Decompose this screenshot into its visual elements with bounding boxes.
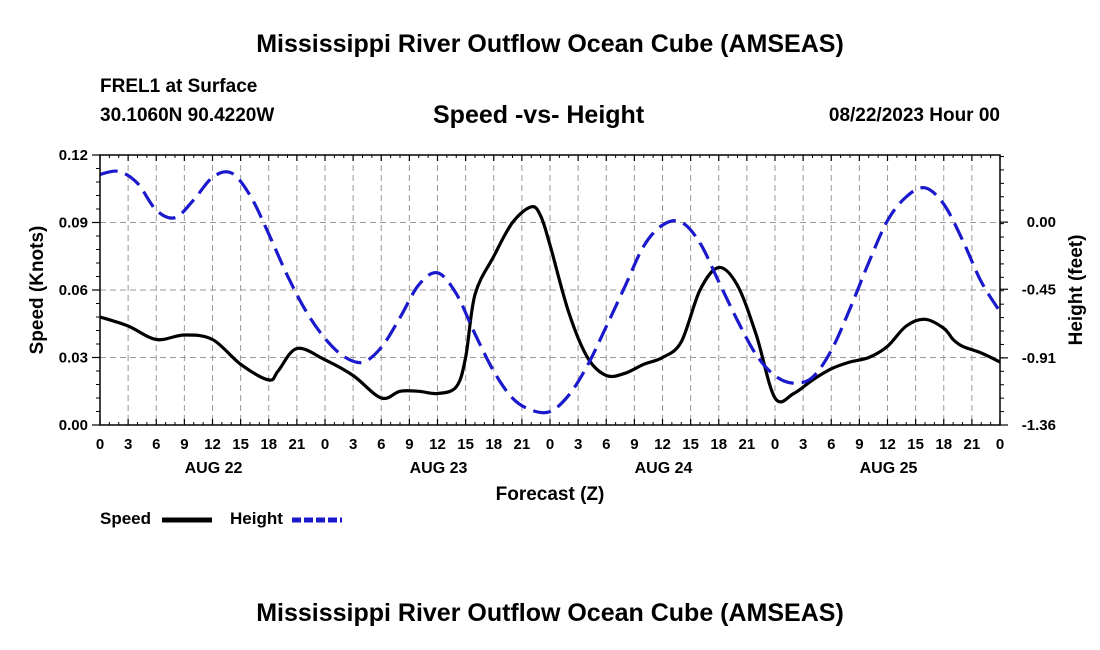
day-label: AUG 25	[860, 460, 918, 477]
day-label: AUG 22	[185, 460, 243, 477]
footer-title: Mississippi River Outflow Ocean Cube (AM…	[256, 599, 844, 627]
legend-height-label: Height	[230, 509, 283, 528]
y2-axis-label: Height (feet)	[1066, 235, 1087, 346]
x-tick-label: 15	[907, 436, 924, 453]
x-tick-label: 12	[429, 436, 446, 453]
x-tick-label: 9	[855, 436, 863, 453]
x-tick-label: 12	[654, 436, 671, 453]
x-tick-label: 15	[457, 436, 474, 453]
y-tick-label: 0.00	[59, 417, 88, 434]
y-tick-label: 0.09	[59, 215, 88, 232]
series-layer	[99, 169, 1002, 415]
x-tick-label: 21	[289, 436, 306, 453]
y2-tick-label: -0.91	[1022, 350, 1056, 367]
y-tick-label: 0.06	[59, 282, 88, 299]
chart-subtitle: Speed -vs- Height	[433, 101, 645, 129]
x-tick-label: 18	[485, 436, 502, 453]
x-tick-label: 18	[935, 436, 952, 453]
forecast-datetime: 08/22/2023 Hour 00	[828, 105, 1000, 126]
x-tick-label: 12	[204, 436, 221, 453]
x-tick-label: 9	[180, 436, 188, 453]
y2-tick-label: -1.36	[1022, 417, 1056, 434]
x-tick-label: 15	[682, 436, 699, 453]
x-tick-label: 21	[514, 436, 531, 453]
x-tick-label: 0	[771, 436, 779, 453]
x-tick-label: 6	[377, 436, 385, 453]
x-axis-label: Forecast (Z)	[496, 484, 605, 505]
x-tick-label: 3	[574, 436, 582, 453]
y2-tick-label: 0.00	[1027, 214, 1056, 231]
x-tick-label: 6	[827, 436, 835, 453]
x-tick-label: 0	[321, 436, 329, 453]
y-tick-label: 0.03	[59, 350, 88, 367]
day-label: AUG 24	[635, 460, 693, 477]
day-label: AUG 23	[410, 460, 468, 477]
chart-title: Mississippi River Outflow Ocean Cube (AM…	[256, 30, 844, 58]
axes: 0 3 6 9 12 15 18 21 0 3 6 9 12 15 18 21 0 3 6 9 12 15 18 21 0 3 6 9…	[59, 147, 1056, 477]
x-tick-label: 9	[630, 436, 638, 453]
legend-speed-label: Speed	[100, 509, 152, 528]
x-tick-label: 21	[739, 436, 756, 453]
x-tick-label: 6	[152, 436, 160, 453]
x-tick-label: 0	[96, 436, 104, 453]
y-tick-label: 0.12	[59, 147, 88, 164]
coordinates-label: 30.1060N 90.4220W	[100, 105, 275, 126]
x-tick-label: 3	[799, 436, 807, 453]
x-tick-label: 21	[964, 436, 981, 453]
x-tick-label: 3	[124, 436, 132, 453]
station-label: FREL1 at Surface	[100, 76, 258, 97]
x-tick-label: 0	[996, 436, 1004, 453]
y-axis-label: Speed (Knots)	[27, 226, 48, 355]
series-line-height	[99, 169, 1002, 415]
x-tick-label: 3	[349, 436, 357, 453]
x-tick-label: 6	[602, 436, 610, 453]
x-tick-label: 18	[710, 436, 727, 453]
x-tick-label: 18	[260, 436, 277, 453]
x-tick-label: 15	[232, 436, 249, 453]
series-line-speed	[99, 204, 1001, 404]
y2-tick-label: -0.45	[1022, 281, 1056, 298]
grid	[100, 155, 1000, 425]
x-tick-label: 0	[546, 436, 554, 453]
x-tick-label: 12	[879, 436, 896, 453]
x-tick-label: 9	[405, 436, 413, 453]
